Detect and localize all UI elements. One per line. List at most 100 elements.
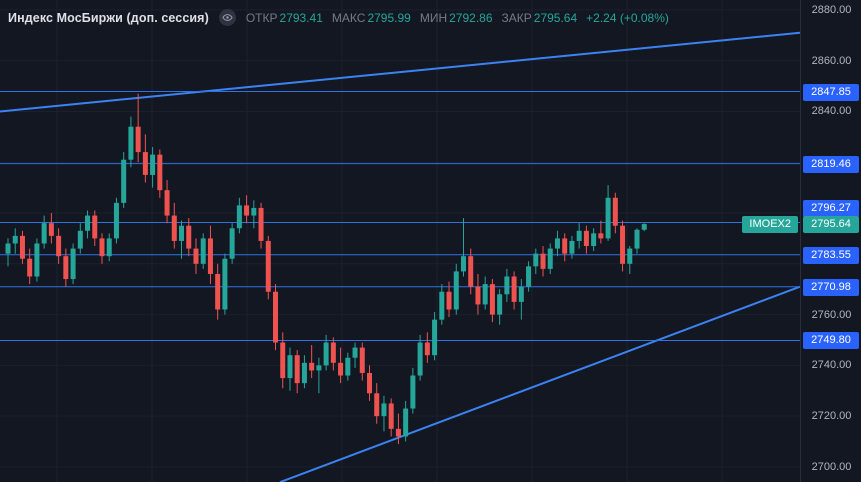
candle-body	[547, 248, 553, 269]
high-pair: МАКС 2795.99	[332, 11, 411, 25]
candle-body	[207, 238, 213, 274]
trendline[interactable]	[0, 31, 801, 113]
change-value: +2.24 (+0.08%)	[586, 10, 669, 25]
candle-body	[27, 258, 33, 277]
low-pair: МИН 2792.86	[420, 11, 493, 25]
candle-body	[591, 233, 597, 247]
candle-body	[562, 238, 568, 254]
horizontal-levels[interactable]	[0, 91, 800, 341]
eye-icon[interactable]	[218, 9, 236, 26]
candle-body	[164, 190, 170, 216]
candle-body	[468, 256, 474, 287]
candle-body	[142, 152, 148, 175]
candle-body	[504, 276, 510, 295]
candle-body	[620, 225, 626, 264]
candle-body	[554, 238, 560, 249]
candle-body	[193, 248, 199, 264]
candle-body	[446, 291, 452, 310]
trendlines[interactable]	[0, 31, 801, 482]
candle-body	[583, 230, 589, 247]
candle-body	[388, 403, 394, 429]
candle-body	[85, 215, 91, 231]
level-price-label: 2819.46	[803, 155, 859, 173]
candle-body	[374, 393, 380, 417]
candle-body	[395, 428, 401, 437]
level-price-label: 2796.27	[803, 200, 859, 218]
candle-body	[367, 372, 372, 394]
open-value: 2793.41	[279, 10, 323, 25]
candle-body	[273, 291, 279, 343]
candle-body	[121, 159, 127, 203]
candle-body	[157, 154, 163, 191]
candle-body	[410, 375, 416, 409]
high-value: 2795.99	[367, 10, 411, 25]
candle-body	[63, 256, 69, 280]
candle-body	[330, 342, 336, 363]
candle-body	[236, 205, 242, 229]
candle-body	[475, 286, 481, 305]
candle-body	[569, 240, 575, 254]
price-tick-label: 2700.00	[811, 460, 852, 473]
candle-body	[381, 403, 387, 417]
candle-body	[323, 342, 329, 366]
close-label: ЗАКР	[501, 10, 532, 25]
candle-body	[453, 271, 459, 310]
close-value: 2795.64	[533, 10, 578, 25]
candle-body	[70, 248, 76, 280]
open-pair: ОТКР 2793.41	[246, 11, 323, 25]
level-price-label: 2847.85	[803, 83, 859, 101]
candle-body	[99, 238, 105, 257]
candle-body	[200, 238, 206, 264]
candle-body	[641, 224, 647, 230]
candle-body	[128, 126, 134, 160]
close-pair: ЗАКР 2795.64	[502, 11, 578, 25]
candle-body	[41, 223, 47, 244]
candle-body	[482, 284, 488, 305]
candle-body	[627, 248, 633, 264]
candle-body	[309, 362, 315, 371]
candle-body	[106, 238, 112, 257]
candle-body	[316, 365, 322, 371]
candle-body	[150, 154, 156, 175]
candle-body	[287, 355, 293, 379]
candle-body	[301, 362, 307, 384]
level-price-label: 2783.55	[803, 246, 859, 264]
candle-body	[251, 207, 257, 216]
candle-body	[417, 342, 423, 376]
candle-body	[497, 294, 503, 315]
candle-body	[171, 215, 177, 241]
candle-body	[56, 235, 62, 257]
last-price-label: 2795.64	[803, 216, 859, 234]
candle-body	[338, 362, 344, 376]
symbol-title[interactable]: Индекс МосБиржи (доп. сессия)	[8, 10, 209, 25]
open-label: ОТКР	[245, 10, 278, 25]
candle-body	[135, 126, 141, 153]
candle-body	[186, 225, 192, 249]
candle-body	[265, 240, 271, 292]
candle-body	[5, 243, 11, 254]
grid-lines	[0, 0, 800, 482]
chart-legend: Индекс МосБиржи (доп. сессия) ОТКР 2793.…	[8, 9, 669, 26]
ohlc-values: ОТКР 2793.41 МАКС 2795.99 МИН 2792.86 ЗА…	[246, 11, 669, 25]
candle-body	[540, 253, 546, 269]
candle-body	[12, 235, 18, 244]
trendline[interactable]	[279, 285, 801, 482]
candle-body	[345, 357, 351, 376]
candle-body	[244, 205, 250, 216]
high-label: МАКС	[331, 10, 366, 25]
candle-body	[424, 342, 430, 356]
candle-body	[77, 230, 83, 249]
candle-body	[533, 253, 539, 267]
price-scale[interactable]: 2880.00 2860.00 2840.00 2760.00 2740.00 2720.…	[800, 0, 861, 482]
candle-body	[215, 273, 221, 310]
candle-body	[92, 215, 98, 239]
candle-body	[489, 284, 495, 315]
price-tick-label: 2880.00	[811, 3, 852, 16]
low-label: МИН	[419, 10, 448, 25]
candle-body	[432, 319, 438, 356]
candle-body	[222, 258, 228, 310]
candle-body	[48, 223, 54, 236]
candle-body	[359, 347, 365, 373]
